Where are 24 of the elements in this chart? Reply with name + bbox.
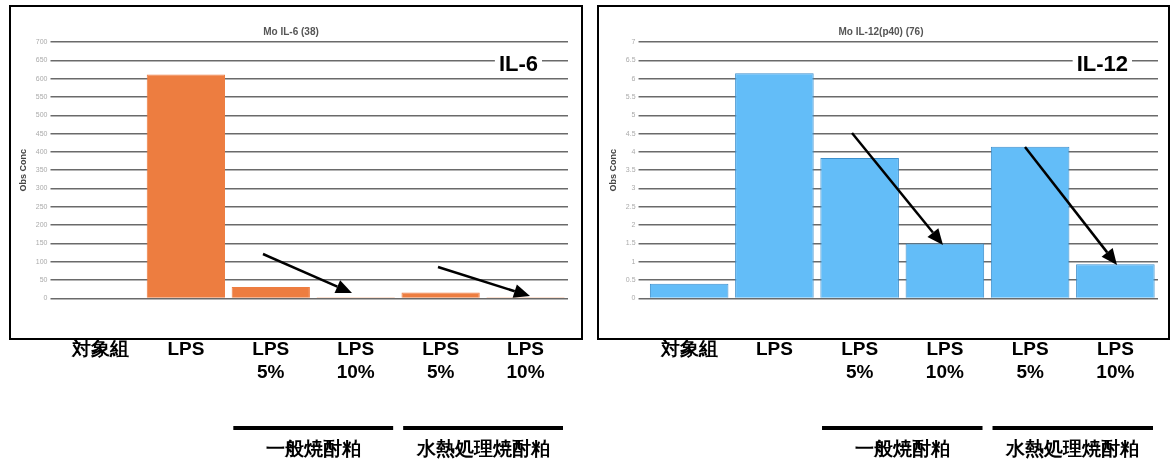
x-tick-label: LPS xyxy=(167,338,205,360)
x-tick-label: LPS 5% xyxy=(841,338,879,382)
y-axis-title: Obs Conc xyxy=(17,148,28,192)
annotation: IL-6 xyxy=(498,51,538,77)
x-tick-label: 対象組 xyxy=(71,338,130,360)
x-tick-label: 対象組 xyxy=(659,338,718,360)
x-tick-label: LPS 5% xyxy=(422,338,460,382)
text: 一般焼酎粕 xyxy=(265,437,361,459)
x-tick-label: LPS xyxy=(755,338,793,360)
x-tick-label: LPS 5% xyxy=(252,338,290,382)
x-tick-label: LPS 5% xyxy=(1011,338,1049,382)
x-tick-label: LPS 10% xyxy=(925,338,965,382)
annotation: IL-12 xyxy=(1076,51,1128,77)
text: 水熱処理焼酎粕 xyxy=(1005,437,1140,459)
text: 水熱処理焼酎粕 xyxy=(415,437,550,459)
x-tick-label: LPS 10% xyxy=(336,338,375,382)
text: 一般焼酎粕 xyxy=(854,437,950,459)
y-axis-title: Obs Conc xyxy=(607,148,618,192)
bar xyxy=(231,287,310,298)
x-tick-label: LPS 10% xyxy=(506,338,545,382)
x-tick-label: LPS 10% xyxy=(1096,338,1135,382)
chart-title: Mo IL-6 (38) xyxy=(263,25,319,37)
bar xyxy=(146,74,225,298)
chart-title: Mo IL-12(p40) (76) xyxy=(838,25,924,37)
